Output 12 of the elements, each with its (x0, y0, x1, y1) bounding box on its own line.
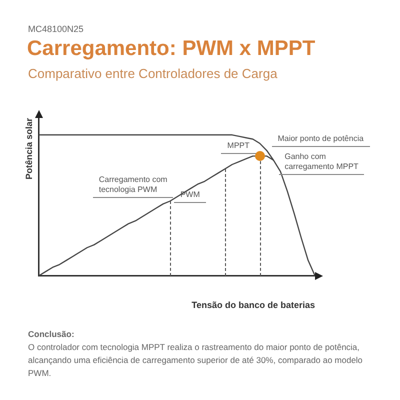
y-axis-title: Potência solar (24, 118, 34, 180)
annotation: Ganho com carregamento MPPT (278, 152, 364, 176)
annotation: MPPT (221, 140, 256, 154)
text: O controlador com tecnologia MPPT realiza o rastreamento do maior ponto de potência, alcançando uma eficiência de carregamento superior de até 30%, comparado ao modelo PWM. (28, 341, 364, 380)
chart-subtitle: Comparativo entre Controladores de Carga (28, 66, 278, 81)
annotation: Carregamento com tecnologia PWM (92, 174, 174, 198)
text: MC48100N25 (28, 24, 84, 34)
x-axis-title: Tensão do banco de baterias (192, 300, 315, 310)
chart-title: Carregamento: PWM x MPPT (27, 37, 316, 61)
annotation: PWM (174, 190, 206, 204)
text: Conclusão: (28, 328, 76, 341)
annotation: Maior ponto de potência (272, 134, 370, 147)
